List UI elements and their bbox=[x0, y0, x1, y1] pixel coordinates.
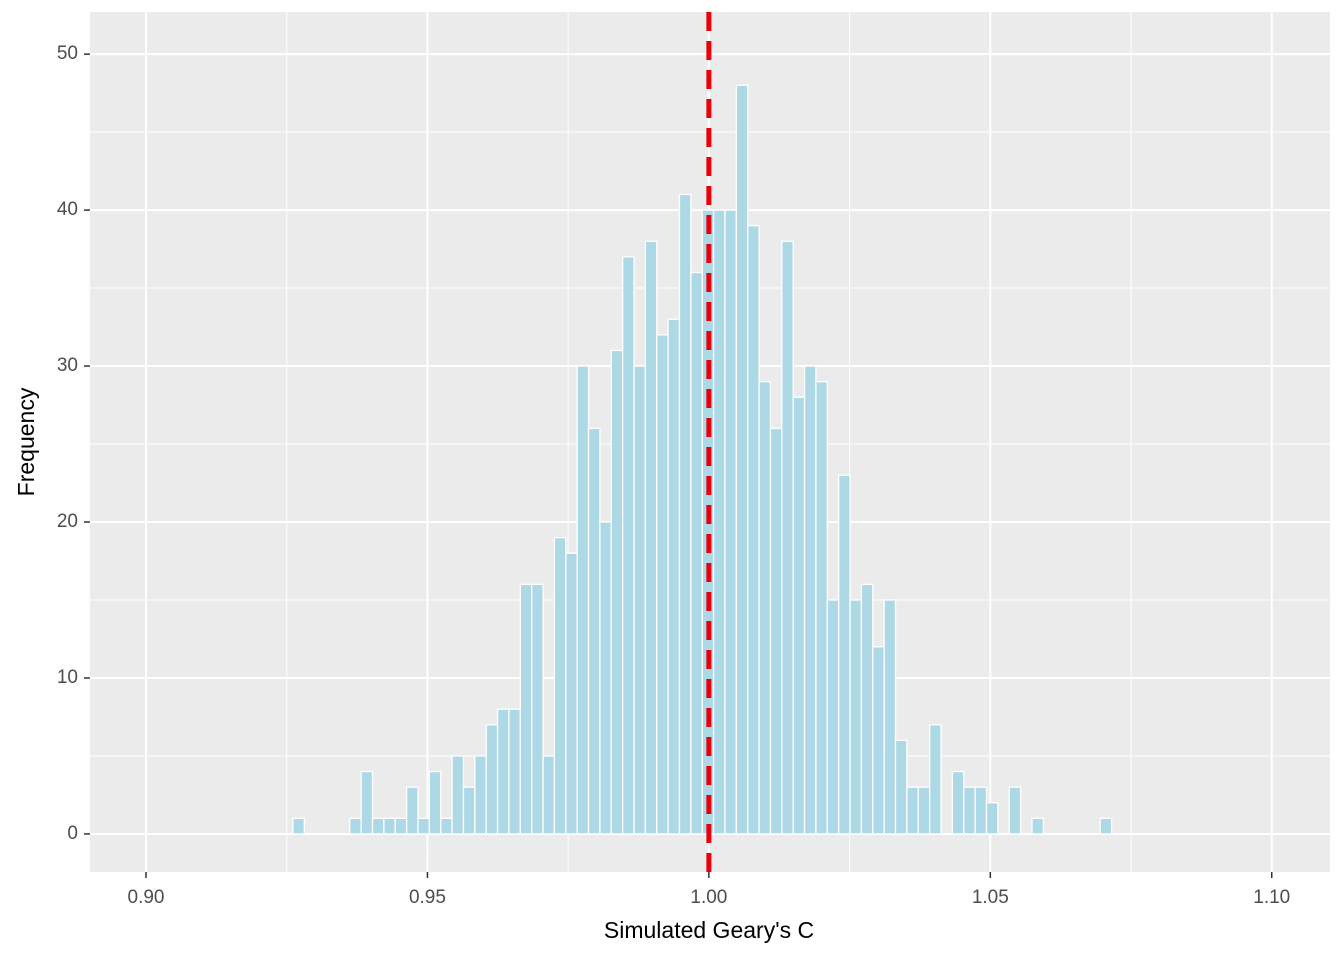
bar bbox=[667, 318, 681, 835]
bar bbox=[428, 770, 442, 835]
bar bbox=[656, 334, 669, 835]
bar bbox=[928, 724, 942, 835]
bar bbox=[599, 521, 612, 835]
bar bbox=[917, 786, 931, 835]
bar bbox=[792, 396, 806, 835]
bar bbox=[1099, 817, 1113, 835]
bar bbox=[542, 755, 556, 835]
bar bbox=[621, 256, 635, 835]
bar bbox=[769, 427, 783, 835]
y-tick-label: 50 bbox=[57, 43, 78, 64]
x-tick-label: 0.90 bbox=[128, 887, 165, 908]
bar bbox=[531, 583, 544, 835]
bar bbox=[553, 536, 567, 835]
bar bbox=[371, 817, 385, 835]
bar bbox=[712, 209, 726, 835]
x-tick-label: 1.05 bbox=[972, 887, 1009, 908]
bar bbox=[963, 786, 976, 835]
bar bbox=[394, 817, 408, 835]
bar bbox=[747, 225, 760, 835]
bar bbox=[724, 209, 737, 835]
bar bbox=[974, 786, 988, 835]
bar bbox=[803, 365, 817, 835]
bar bbox=[860, 583, 874, 835]
bar bbox=[292, 817, 305, 835]
bar bbox=[633, 365, 647, 835]
bar bbox=[360, 770, 374, 835]
bar bbox=[485, 724, 499, 835]
y-tick-label: 10 bbox=[57, 667, 78, 688]
bar bbox=[1008, 786, 1022, 835]
bar bbox=[872, 646, 885, 835]
bar bbox=[587, 427, 601, 835]
bar bbox=[417, 817, 431, 835]
bar bbox=[951, 770, 965, 835]
y-tick-label: 0 bbox=[67, 823, 78, 844]
bar bbox=[1031, 817, 1044, 835]
x-tick-label: 0.95 bbox=[409, 887, 446, 908]
bar bbox=[849, 599, 863, 835]
bar bbox=[815, 380, 828, 835]
bar bbox=[440, 817, 453, 835]
x-tick-label: 1.10 bbox=[1253, 887, 1290, 908]
bar bbox=[644, 240, 658, 835]
y-tick-label: 30 bbox=[57, 355, 78, 376]
bar bbox=[906, 786, 919, 835]
y-axis-title: Frequency bbox=[13, 387, 39, 496]
bar bbox=[496, 708, 510, 835]
bar bbox=[576, 365, 590, 835]
bar bbox=[462, 786, 476, 835]
bar bbox=[474, 755, 487, 835]
bar bbox=[678, 193, 692, 835]
bar bbox=[519, 583, 533, 835]
bar bbox=[781, 240, 794, 835]
y-tick-label: 20 bbox=[57, 511, 78, 532]
bar bbox=[735, 84, 749, 835]
bar bbox=[826, 599, 840, 835]
bar bbox=[894, 739, 908, 835]
bar bbox=[610, 349, 624, 835]
x-axis-title: Simulated Geary's C bbox=[604, 917, 814, 943]
x-tick-label: 1.00 bbox=[690, 887, 727, 908]
bar bbox=[405, 786, 419, 835]
bar bbox=[451, 755, 465, 835]
bar bbox=[838, 474, 851, 835]
bar bbox=[508, 708, 521, 835]
bar bbox=[985, 802, 999, 835]
bar bbox=[690, 271, 703, 835]
bar bbox=[883, 599, 897, 835]
bar bbox=[565, 552, 578, 835]
bar bbox=[383, 817, 396, 835]
bar bbox=[758, 380, 772, 835]
y-tick-label: 40 bbox=[57, 199, 78, 220]
bar bbox=[349, 817, 362, 835]
